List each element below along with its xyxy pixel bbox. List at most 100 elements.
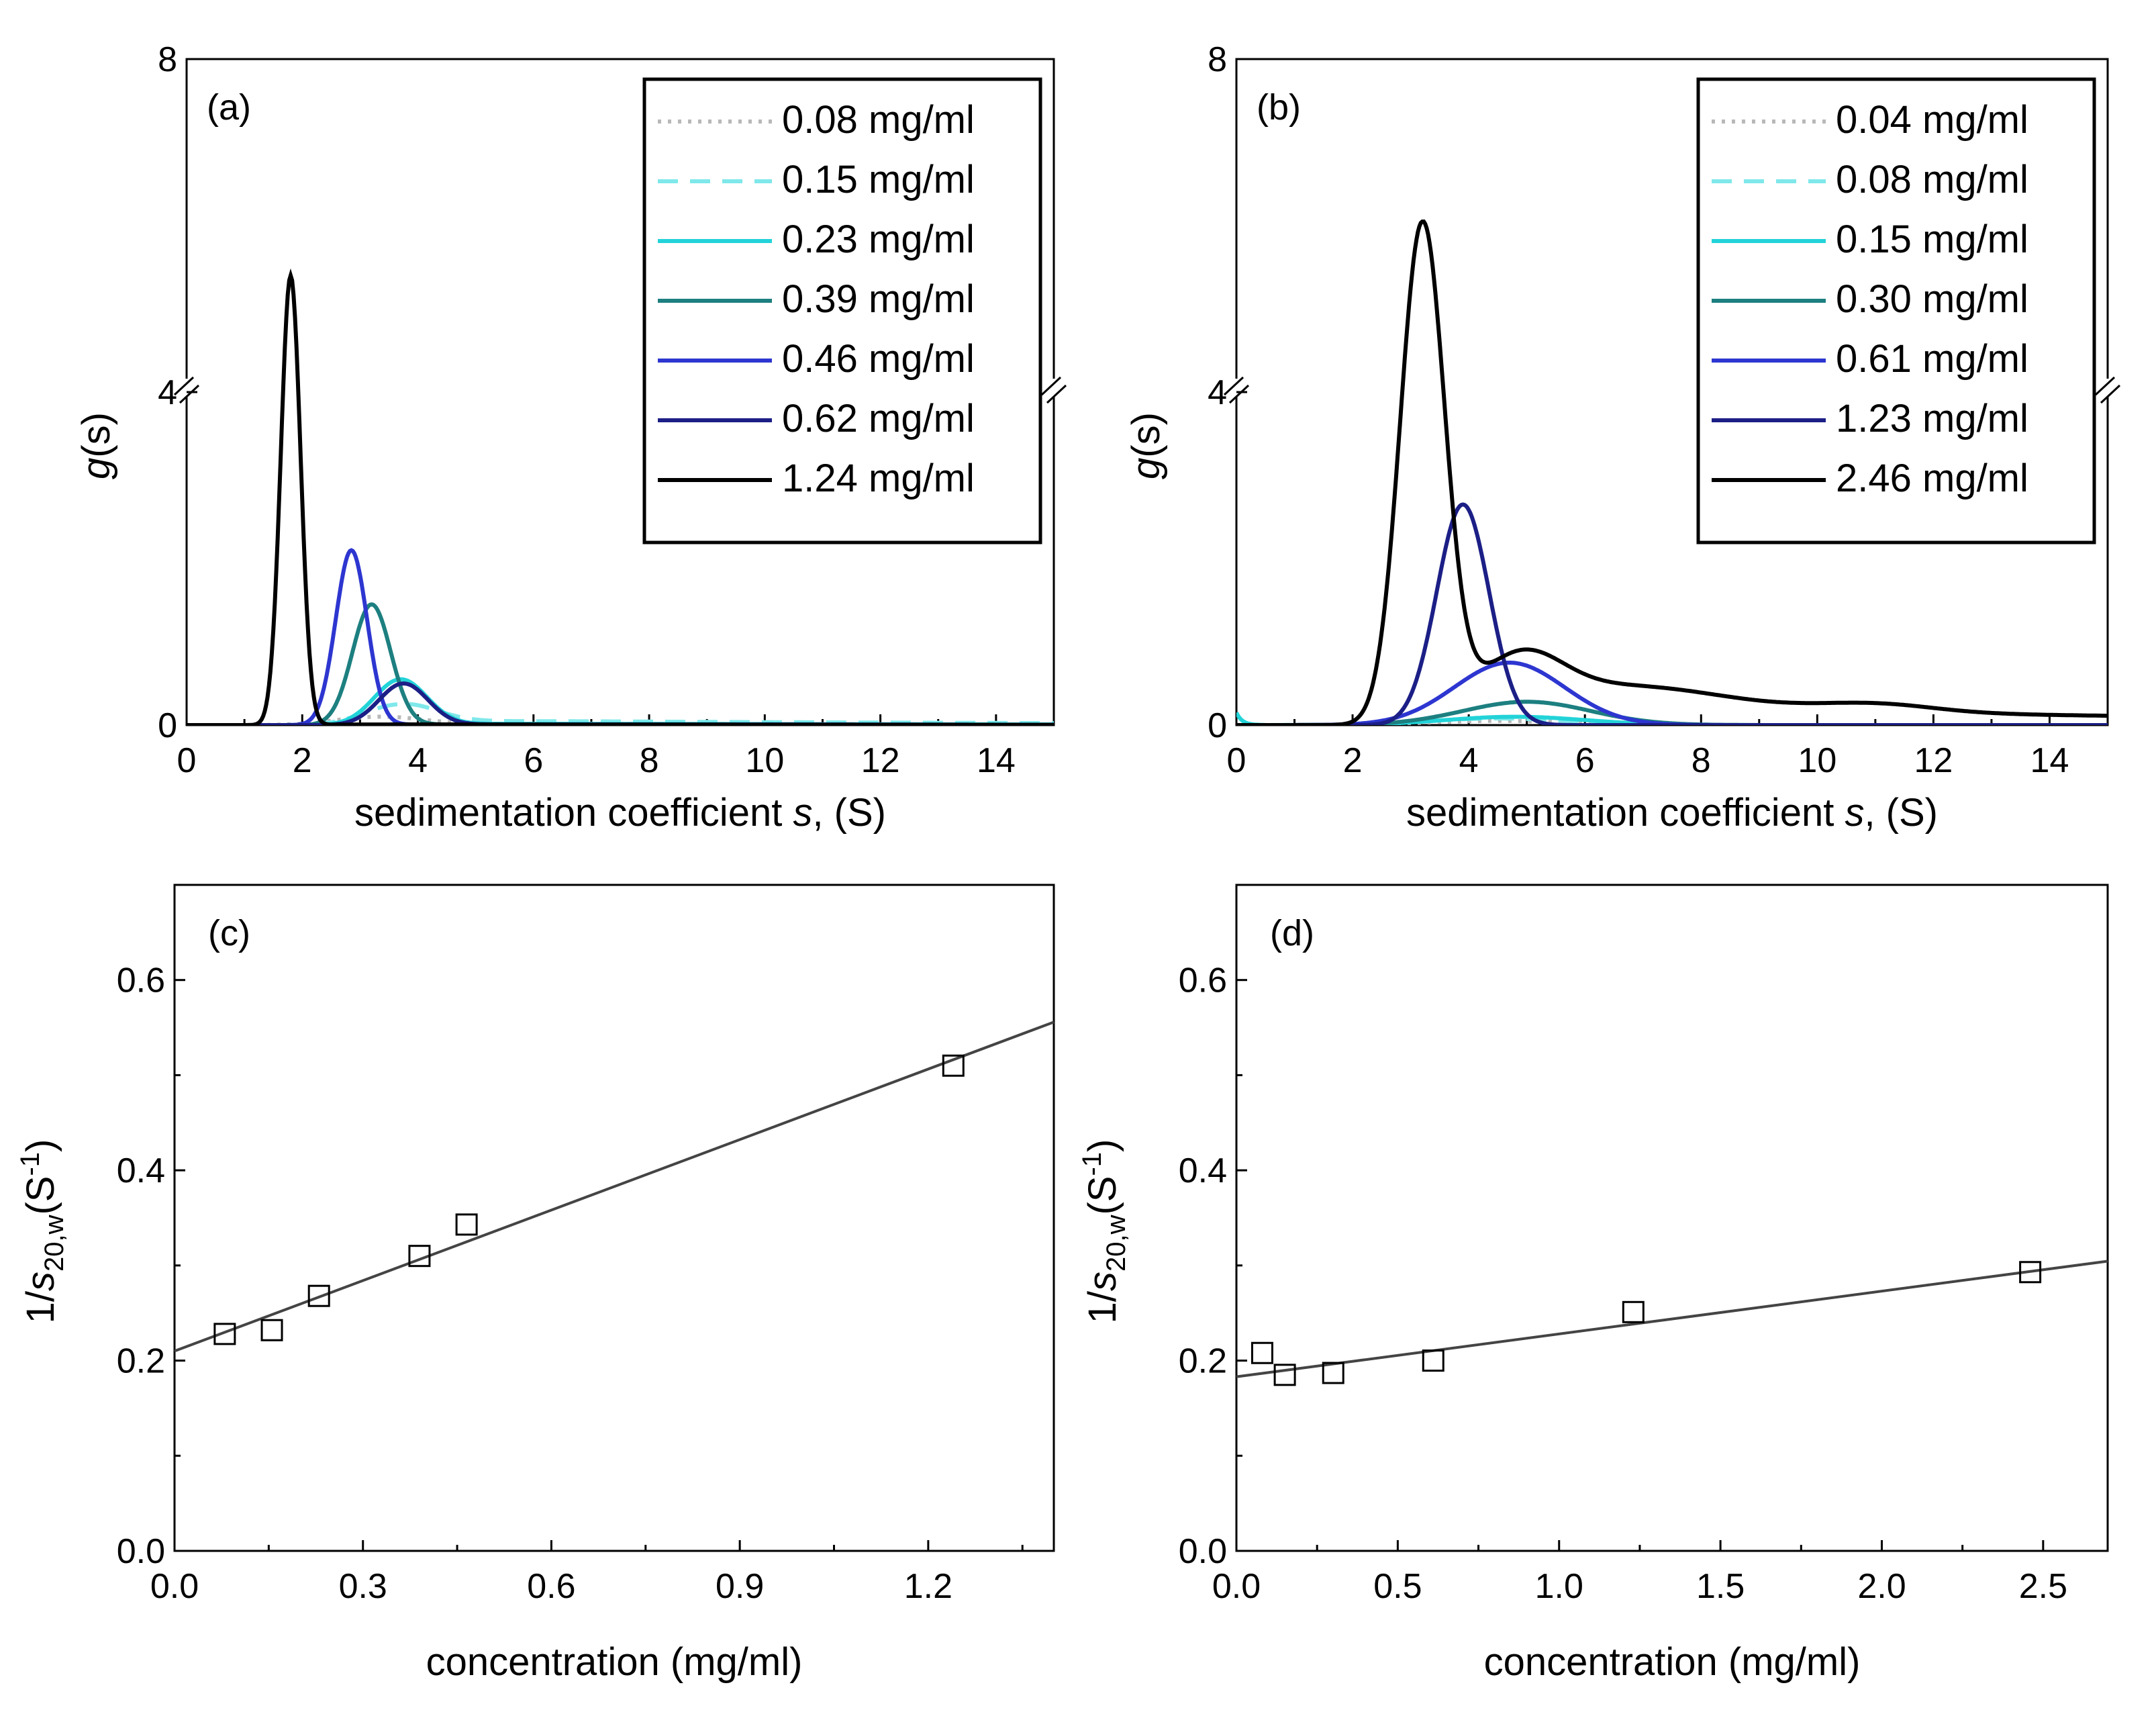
- y-tick-label: 0.0: [117, 1532, 165, 1571]
- legend-label-0: 0.04 mg/ml: [1836, 98, 2028, 142]
- x-tick-label: 0.6: [527, 1567, 575, 1606]
- panel-label: (b): [1257, 87, 1301, 128]
- x-tick-label: 4: [1459, 741, 1479, 780]
- x-axis-title-text: sedimentation coefficient: [1406, 791, 1845, 835]
- x-axis-title: sedimentation coefficient s, (S): [354, 791, 886, 835]
- plot-frame: [173, 884, 1055, 1552]
- y-tick-label: 4: [158, 373, 177, 412]
- y-axis-title-close: ): [1081, 1139, 1124, 1152]
- data-point: [1322, 1362, 1344, 1384]
- legend-label-5: 1.23 mg/ml: [1836, 397, 2028, 440]
- panel-label: (a): [207, 87, 251, 128]
- y-axis-title-unit: (S: [1081, 1176, 1124, 1215]
- x-axis-title-unit: , (S): [812, 791, 886, 835]
- data-point: [942, 1054, 965, 1077]
- axis-break-mark: [1040, 376, 1062, 396]
- legend-label-4: 0.61 mg/ml: [1836, 337, 2028, 381]
- x-tick-label: 8: [1692, 741, 1711, 780]
- x-axis-title-text: sedimentation coefficient: [354, 791, 793, 835]
- x-axis-title-unit: , (S): [1864, 791, 1938, 835]
- y-tick-label: 0: [158, 706, 177, 745]
- x-tick-label: 8: [640, 741, 659, 780]
- y-tick-label: 0.0: [1179, 1532, 1227, 1571]
- data-point: [1273, 1364, 1296, 1386]
- panel-label: (d): [1270, 913, 1314, 953]
- axis-break-mark: [1228, 384, 1250, 404]
- panel-c: 0.0 0.3 0.6 0.9 1.2 0.0 0.2 0.4 0.6 concentration…: [15, 884, 1055, 1684]
- x-tick-label: 10: [745, 741, 784, 780]
- x-tick-label: 4: [408, 741, 428, 780]
- data-point: [1251, 1341, 1273, 1364]
- break-region: [1257, 379, 1605, 396]
- data-point: [2019, 1261, 2042, 1284]
- x-tick-label: 0.9: [716, 1567, 764, 1606]
- y-tick-label: 0.2: [117, 1342, 165, 1381]
- data-point: [260, 1319, 283, 1341]
- fit-line: [174, 1020, 1055, 1353]
- panel-d: 0.0 0.5 1.0 1.5 2.0 2.5 0.0 0.2 0.4 0.6 concentrat…: [1077, 884, 2109, 1684]
- fit-line: [1236, 1260, 2108, 1378]
- x-axis-title: sedimentation coefficient s, (S): [1406, 791, 1938, 835]
- y-axis-title-sup: -1: [1077, 1152, 1107, 1176]
- series-line-5: [1236, 502, 2108, 725]
- axis-break-mark: [2094, 376, 2116, 396]
- axis-break-mark: [1046, 384, 1067, 404]
- data-point: [455, 1213, 478, 1236]
- x-tick-label: 2: [1343, 741, 1363, 780]
- legend-label-4: 0.46 mg/ml: [782, 337, 975, 381]
- panel-a: 0 2 4 6 8 10 12 14 0 4 8 sedimentation coefficient …: [75, 40, 1067, 835]
- x-tick-label: 10: [1798, 741, 1836, 780]
- legend-label-3: 0.30 mg/ml: [1836, 277, 2028, 321]
- series-line-4: [1236, 661, 2108, 725]
- data-point: [307, 1284, 330, 1307]
- panel-label: (c): [208, 913, 250, 953]
- y-axis-title: 1/s20,w(S-1): [15, 1139, 69, 1324]
- y-tick-label: 8: [158, 40, 177, 79]
- data-point: [213, 1323, 236, 1345]
- y-axis-title-sub: 20,w: [40, 1215, 69, 1272]
- legend-label-5: 0.62 mg/ml: [782, 397, 975, 440]
- x-tick-label: 1.5: [1696, 1567, 1745, 1606]
- x-tick-label: 0.0: [150, 1567, 199, 1606]
- y-axis-title-var: g: [75, 458, 118, 479]
- y-axis-title-arg: (s): [1124, 412, 1168, 458]
- x-tick-label: 2: [293, 741, 312, 780]
- x-tick-label: 6: [524, 741, 543, 780]
- y-tick-label: 0.4: [117, 1151, 165, 1190]
- legend-box: [1696, 77, 2096, 544]
- y-axis-title-var: s: [1081, 1272, 1124, 1291]
- legend-label-3: 0.39 mg/ml: [782, 277, 975, 321]
- axis-break-gap: [177, 379, 196, 396]
- x-axis-title-var: s: [1845, 791, 1864, 835]
- x-tick-label: 2.0: [1857, 1567, 1906, 1606]
- series-line-6: [187, 268, 1054, 725]
- legend-label-6: 2.46 mg/ml: [1836, 457, 2028, 500]
- axis-break-mark: [179, 384, 200, 404]
- y-axis-title-var: s: [19, 1272, 62, 1291]
- x-tick-label: 0.0: [1212, 1567, 1261, 1606]
- legend-box: [642, 77, 1042, 544]
- y-axis-title-prefix: 1/: [19, 1290, 62, 1323]
- x-tick-label: 14: [2030, 741, 2069, 780]
- y-axis-title-unit: (S: [19, 1176, 62, 1215]
- axis-break-mark: [173, 376, 195, 396]
- axis-break-gap: [1227, 379, 1246, 396]
- legend-label-2: 0.23 mg/ml: [782, 218, 975, 261]
- axis-break-mark: [2100, 384, 2121, 404]
- x-tick-label: 0: [1227, 741, 1246, 780]
- y-axis-title-arg: (s): [75, 412, 118, 458]
- x-tick-label: 2.5: [2019, 1567, 2067, 1606]
- legend-label-1: 0.15 mg/ml: [782, 158, 975, 201]
- y-tick-label: 0: [1208, 706, 1227, 745]
- x-axis-title: concentration (mg/ml): [1484, 1640, 1861, 1684]
- y-axis-title: g(s): [1124, 412, 1168, 479]
- y-tick-label: 0.6: [1179, 961, 1227, 1000]
- y-tick-label: 8: [1208, 40, 1227, 79]
- y-axis-title-sup: -1: [15, 1152, 45, 1176]
- x-tick-label: 6: [1575, 741, 1595, 780]
- y-axis-title-close: ): [19, 1139, 62, 1152]
- x-tick-label: 12: [861, 741, 900, 780]
- x-tick-label: 0.3: [339, 1567, 387, 1606]
- x-axis-title: concentration (mg/ml): [426, 1640, 803, 1684]
